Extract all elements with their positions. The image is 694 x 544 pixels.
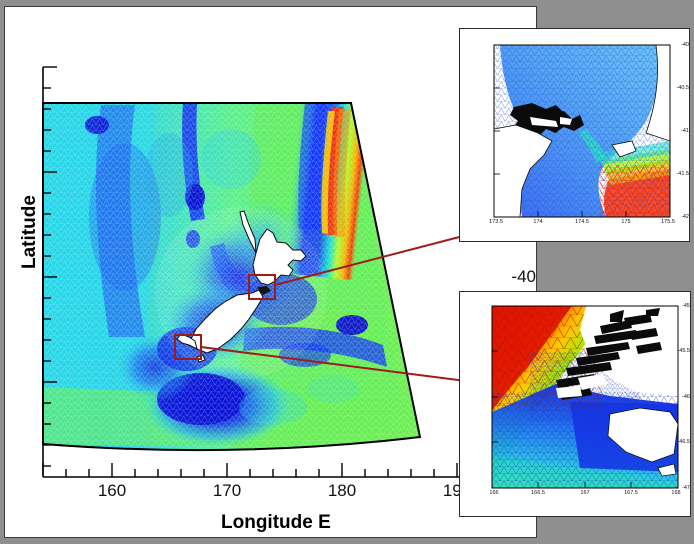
- cook-strait-inset-panel: -40 -40.5 -41 -41.5 -42 173.5 174 174.5 …: [459, 28, 690, 242]
- cook-strait-inset-plot: [493, 44, 671, 218]
- fiordland-y-tick-4: -47: [682, 485, 690, 491]
- fiordland-x-tick-1: 166.5: [531, 490, 545, 496]
- cook-strait-x-tick-2: 174.5: [575, 219, 589, 225]
- bathymetry-field: [43, 103, 420, 451]
- cook-strait-region-box: [248, 274, 276, 300]
- cook-strait-y-tick-2: -41: [681, 128, 689, 134]
- cook-strait-y-tick-0: -40: [681, 42, 689, 48]
- x-tick-label-1: 170: [212, 481, 242, 500]
- x-axis-ticks: [42, 463, 458, 477]
- cook-strait-y-tick-4: -42: [681, 214, 689, 220]
- fiordland-inset-plot: [491, 305, 679, 489]
- fiordland-y-tick-1: -45.5: [677, 348, 690, 354]
- fiordland-mesh: [492, 306, 678, 488]
- x-axis-title: Longitude E: [221, 512, 331, 533]
- cook-strait-x-tick-3: 175: [621, 219, 631, 225]
- new-zealand-landmass: [176, 210, 307, 363]
- cook-strait-x-tick-0: 173.5: [489, 219, 503, 225]
- fiordland-y-tick-3: -46.5: [677, 439, 690, 445]
- x-tick-label-2: 180: [327, 481, 357, 500]
- main-map-panel: -20 -30 -40 -50 160 170 180 190 Latitude…: [4, 6, 537, 538]
- fiordland-x-tick-0: 166: [489, 490, 499, 496]
- cook-strait-x-tick-1: 174: [533, 219, 543, 225]
- y-axis-title: Latitude: [19, 195, 40, 269]
- main-map-plot: [42, 66, 536, 478]
- y-tick-label-2: -40: [511, 267, 536, 286]
- y-axis-ticks: [43, 66, 57, 467]
- fiordland-x-tick-2: 167: [580, 490, 590, 496]
- cook-strait-y-tick-3: -41.5: [676, 171, 689, 177]
- x-tick-label-0: 160: [97, 481, 127, 500]
- cook-strait-inset-ticks: [493, 44, 671, 218]
- cook-strait-y-tick-1: -40.5: [676, 85, 689, 91]
- fiordland-y-tick-0: -45: [682, 303, 690, 309]
- fiordland-x-tick-4: 168: [671, 490, 681, 496]
- fiordland-inset-panel: -45 -45.5 -46 -46.5 -47 166 166.5 167 16…: [459, 291, 691, 517]
- cook-strait-x-tick-4: 175.5: [661, 219, 675, 225]
- fiordland-x-tick-3: 167.5: [624, 490, 638, 496]
- fiordland-y-tick-2: -46: [682, 394, 690, 400]
- fiordland-inset-ticks: [491, 305, 679, 489]
- model-domain-boundary: [42, 102, 422, 452]
- main-map-axes: [42, 67, 475, 478]
- cook-strait-mesh: [494, 45, 670, 217]
